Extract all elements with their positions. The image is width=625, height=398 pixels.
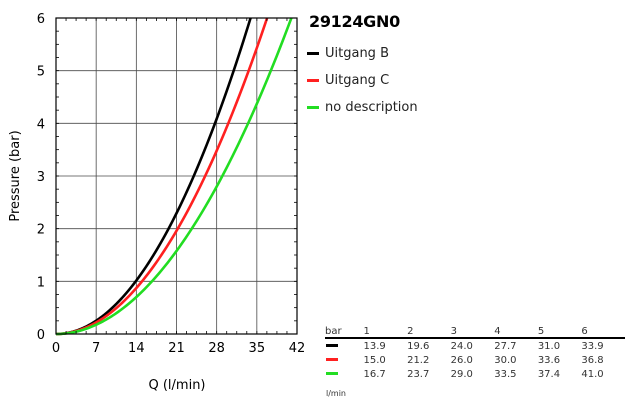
table-cell: 16.7 bbox=[363, 368, 386, 380]
table-cell: 19.6 bbox=[407, 340, 430, 352]
x-tick-label: 14 bbox=[128, 341, 145, 356]
x-tick-label: 7 bbox=[92, 341, 100, 356]
x-tick-label: 35 bbox=[249, 341, 266, 356]
table-cell: 26.0 bbox=[450, 354, 473, 366]
legend: 29124GN0 Uitgang B Uitgang C no descript… bbox=[307, 12, 418, 121]
axis-ticks: 0 7 14 21 28 35 42 0 1 2 3 4 5 6 bbox=[37, 12, 306, 356]
series-line bbox=[55, 17, 293, 336]
table-cell: 33.6 bbox=[537, 354, 561, 366]
series-lines bbox=[55, 17, 293, 336]
table-cell: 27.7 bbox=[494, 340, 517, 352]
table-cell: 29.0 bbox=[450, 368, 473, 380]
flow-data-table: bar 1 2 3 4 5 6 13.9 19.6 24.0 27.7 31.0… bbox=[325, 325, 625, 381]
series-line bbox=[55, 17, 269, 336]
y-axis-label: Pressure (bar) bbox=[8, 130, 23, 221]
table-cell: 21.2 bbox=[407, 354, 430, 366]
x-axis-label: Q (l/min) bbox=[148, 378, 205, 393]
legend-item-uitgang-c: Uitgang C bbox=[307, 67, 418, 94]
table-cell: 33.5 bbox=[494, 368, 517, 380]
y-tick-label: 4 bbox=[37, 117, 45, 132]
y-tick-label: 6 bbox=[37, 12, 45, 27]
x-tick-label: 0 bbox=[52, 341, 60, 356]
row-color-marker bbox=[325, 353, 364, 367]
x-tick-label: 42 bbox=[289, 341, 306, 356]
y-tick-label: 3 bbox=[37, 170, 45, 185]
y-tick-label: 1 bbox=[37, 275, 45, 290]
table-header-cell: 3 bbox=[450, 325, 495, 339]
table-row: 15.0 21.2 26.0 30.0 33.6 36.8 bbox=[325, 353, 625, 367]
chart-title: 29124GN0 bbox=[309, 12, 400, 31]
legend-item-uitgang-b: Uitgang B bbox=[307, 40, 418, 67]
legend-swatch bbox=[307, 79, 319, 82]
table-row: 13.9 19.6 24.0 27.7 31.0 33.9 bbox=[325, 338, 625, 353]
grid bbox=[56, 18, 297, 334]
legend-label: no description bbox=[325, 100, 418, 115]
table-cell: 24.0 bbox=[450, 340, 473, 352]
table-row: 16.7 23.7 29.0 33.5 37.4 41.0 bbox=[325, 367, 625, 381]
table-cell: 37.4 bbox=[537, 368, 561, 380]
legend-swatch bbox=[307, 52, 319, 55]
table-cell: 30.0 bbox=[494, 354, 517, 366]
y-tick-label: 0 bbox=[37, 328, 45, 343]
table-header-cell: 6 bbox=[581, 325, 625, 339]
table-header-cell: 1 bbox=[363, 325, 408, 339]
legend-item-no-description: no description bbox=[307, 94, 418, 121]
table-header-cell: 2 bbox=[407, 325, 451, 339]
table-header-unit: bar bbox=[325, 325, 364, 339]
legend-label: Uitgang C bbox=[325, 73, 390, 88]
table-header-cell: 4 bbox=[494, 325, 538, 339]
table-cell: 23.7 bbox=[407, 368, 430, 380]
table-cell: 33.9 bbox=[581, 340, 604, 352]
table-cell: 36.8 bbox=[581, 354, 604, 366]
row-color-marker bbox=[325, 367, 364, 381]
y-tick-label: 2 bbox=[37, 223, 45, 238]
flow-table: bar 1 2 3 4 5 6 13.9 19.6 24.0 27.7 31.0… bbox=[325, 325, 625, 381]
x-tick-label: 21 bbox=[168, 341, 185, 356]
legend-label: Uitgang B bbox=[325, 46, 389, 61]
x-tick-label: 28 bbox=[208, 341, 225, 356]
table-cell: 41.0 bbox=[581, 368, 604, 380]
table-header-row: bar 1 2 3 4 5 6 bbox=[325, 325, 625, 339]
legend-swatch bbox=[307, 106, 319, 109]
table-cell: 31.0 bbox=[537, 340, 561, 352]
y-tick-label: 5 bbox=[37, 65, 45, 80]
table-header-cell: 5 bbox=[537, 325, 582, 339]
table-cell: 13.9 bbox=[363, 340, 386, 352]
table-unit-label: l/min bbox=[326, 389, 347, 398]
table-cell: 15.0 bbox=[363, 354, 386, 366]
row-color-marker bbox=[325, 338, 364, 353]
